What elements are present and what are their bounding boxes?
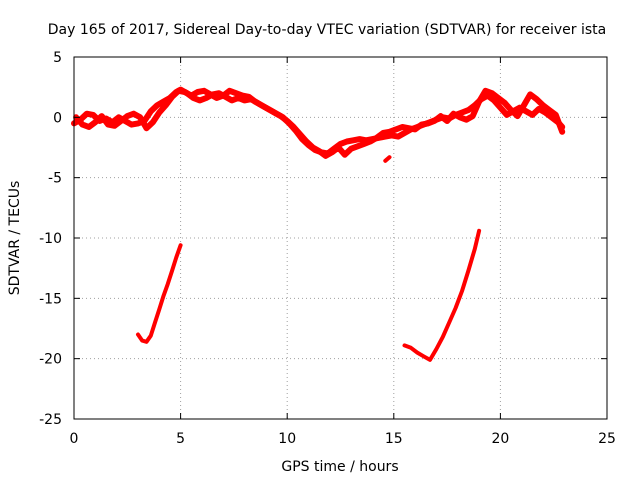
- chart-title: Day 165 of 2017, Sidereal Day-to-day VTE…: [48, 22, 606, 38]
- y-tick-label: -20: [39, 352, 62, 368]
- series-main-band-b: [73, 87, 566, 159]
- y-tick-label: -5: [48, 171, 62, 187]
- series-segment-1: [136, 243, 183, 344]
- x-axis-label: GPS time / hours: [281, 459, 398, 475]
- x-tick-label: 20: [491, 431, 509, 447]
- y-tick-label: -15: [39, 291, 62, 307]
- y-axis-label: SDTVAR / TECUs: [7, 181, 23, 296]
- series-segment-2: [402, 228, 482, 362]
- x-tick-label: 5: [176, 431, 185, 447]
- series-main-band-a: [71, 86, 566, 157]
- y-tick-label: -10: [39, 231, 62, 247]
- series-layer: [71, 86, 566, 362]
- x-tick-label: 25: [598, 431, 616, 447]
- y-tick-label: 5: [53, 50, 62, 66]
- y-tick-label: -25: [39, 412, 62, 428]
- x-tick-label: 0: [70, 431, 79, 447]
- x-tick-label: 10: [278, 431, 296, 447]
- series-short-dash: [383, 155, 392, 163]
- y-tick-label: 0: [53, 110, 62, 126]
- tick-layer: 0 5 10 15 20 25 5 0 -5 -10 -15 -20 -25: [39, 50, 616, 447]
- x-tick-label: 15: [385, 431, 403, 447]
